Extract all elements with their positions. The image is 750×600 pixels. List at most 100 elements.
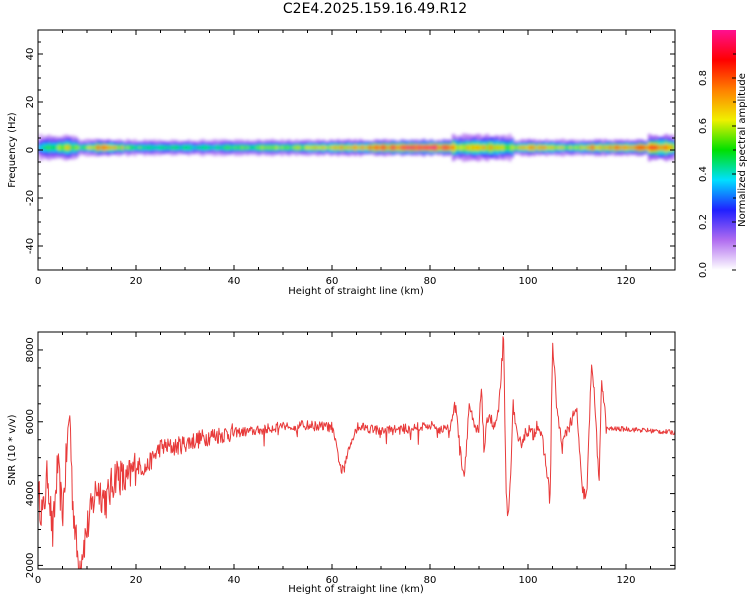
- spectral-cell: [243, 146, 247, 149]
- spectral-cell: [393, 146, 397, 149]
- colorbar: 0.0 0.2 0.4 0.6 0.8 Normalized spectral ampl…: [698, 30, 748, 278]
- spectral-cell: [280, 146, 284, 149]
- spectral-cell: [515, 146, 519, 149]
- colorbar-tick-label: 0.4: [698, 166, 709, 182]
- spectral-cell: [302, 146, 306, 149]
- spectral-cell: [589, 146, 593, 150]
- spectral-cell: [513, 146, 517, 149]
- spectral-cell: [116, 146, 120, 149]
- spectral-cell: [180, 146, 184, 149]
- spectral-cell: [354, 146, 358, 149]
- spectral-cell: [238, 146, 242, 149]
- y-tick-label: 4000: [25, 481, 36, 506]
- spectral-cell: [373, 146, 377, 150]
- spectral-cell: [202, 146, 206, 149]
- spectral-cell: [109, 146, 113, 149]
- spectral-cell: [317, 146, 321, 149]
- spectral-cell: [143, 146, 147, 149]
- spectral-cell: [99, 146, 103, 149]
- spectral-cell: [547, 146, 551, 149]
- spectral-cell: [287, 146, 291, 149]
- spectral-cell: [185, 146, 189, 149]
- spectral-cell: [640, 146, 644, 149]
- spectral-cell: [128, 146, 132, 150]
- spectral-cell: [574, 146, 578, 149]
- spectral-cell: [47, 145, 51, 150]
- spectral-cell: [77, 146, 81, 149]
- spectral-cell: [378, 146, 382, 150]
- spectral-cell: [611, 146, 615, 149]
- spectral-cell: [569, 146, 573, 149]
- spectral-cell: [581, 146, 585, 149]
- spectral-cell: [491, 145, 495, 150]
- x-tick-label: 80: [424, 575, 437, 586]
- spectral-cell: [643, 146, 647, 149]
- spectral-cell: [523, 146, 527, 150]
- spectral-cell: [336, 146, 340, 149]
- spectral-cell: [204, 146, 208, 149]
- spectral-cell: [290, 146, 294, 149]
- spectral-cell: [613, 146, 617, 149]
- spectral-cell: [42, 145, 46, 150]
- spectral-cell: [665, 145, 669, 150]
- spectral-cell: [618, 146, 622, 149]
- spectral-cell: [650, 145, 654, 150]
- spectral-cell: [52, 145, 56, 150]
- spectral-cell: [150, 146, 154, 149]
- spectral-cell: [562, 146, 566, 149]
- spectral-cell: [158, 146, 162, 149]
- spectral-cell: [285, 146, 289, 150]
- spectral-cell: [599, 146, 603, 149]
- colorbar-label: Normalized spectral amplitude: [737, 73, 748, 227]
- spectral-cell: [344, 146, 348, 149]
- spectral-cell: [314, 146, 318, 149]
- spectral-cell: [229, 146, 233, 149]
- spectral-cell: [635, 146, 639, 149]
- spectral-cell: [476, 145, 480, 150]
- spectral-cell: [319, 146, 323, 149]
- spectral-cell: [89, 146, 93, 149]
- spectral-cell: [670, 145, 674, 150]
- spectral-cell: [606, 146, 610, 149]
- spectral-band: [38, 133, 675, 162]
- spectral-cell: [662, 145, 666, 150]
- y-tick-label: 20: [25, 96, 36, 109]
- spectral-cell: [45, 145, 49, 150]
- spectral-cell: [537, 146, 541, 149]
- spectral-cell: [474, 145, 478, 150]
- spectral-cell: [483, 145, 487, 150]
- spectral-cell: [358, 146, 362, 149]
- spectral-cell: [170, 146, 174, 149]
- spectral-cell: [113, 146, 117, 149]
- spectral-cell: [312, 146, 316, 149]
- spectral-cell: [297, 146, 301, 149]
- spectral-cell: [628, 146, 632, 150]
- spectral-cell: [405, 146, 409, 149]
- spectral-cell: [469, 145, 473, 150]
- spectral-cell: [236, 146, 240, 149]
- spectral-cell: [376, 146, 380, 149]
- spectral-cell: [87, 146, 91, 150]
- spectral-cell: [530, 146, 534, 149]
- spectral-cell: [104, 146, 108, 150]
- spectral-cell: [488, 145, 492, 150]
- colorbar-gradient: [712, 30, 736, 270]
- spectral-cell: [361, 146, 365, 149]
- spectral-cell: [231, 146, 235, 150]
- spectral-cell: [596, 146, 600, 150]
- spectral-cell: [540, 146, 544, 149]
- spectral-cell: [400, 146, 404, 149]
- spectral-cell: [283, 146, 287, 149]
- spectral-cell: [486, 145, 490, 151]
- x-tick-label: 100: [518, 575, 537, 586]
- figure-title: C2E4.2025.159.16.49.R12: [282, 1, 468, 17]
- spectral-cell: [322, 146, 326, 149]
- spectral-cell: [427, 146, 431, 149]
- x-tick-label: 0: [35, 276, 41, 287]
- spectral-cell: [554, 146, 558, 149]
- spectral-cell: [265, 146, 269, 149]
- snr-axes: 0 20 40 60 80 100 120 2000 4000 6000 8000: [25, 331, 676, 586]
- spectral-cell: [417, 146, 421, 149]
- spectral-cell: [118, 146, 122, 149]
- spectral-cell: [572, 146, 576, 149]
